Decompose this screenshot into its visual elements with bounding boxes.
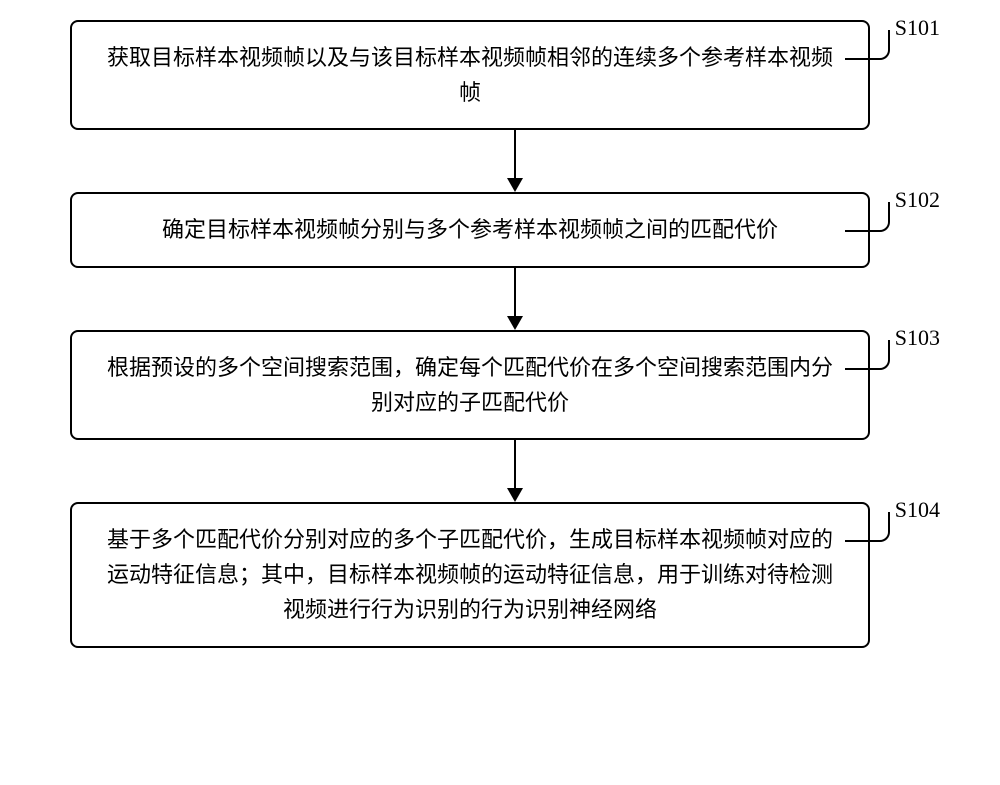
label-connector-1: S101 (845, 20, 940, 60)
arrow-head-3 (507, 488, 523, 502)
step-box-2: 确定目标样本视频帧分别与多个参考样本视频帧之间的匹配代价 (70, 192, 870, 267)
step-row-4: 基于多个匹配代价分别对应的多个子匹配代价，生成目标样本视频帧对应的运动特征信息；… (40, 502, 960, 648)
label-connector-4: S104 (845, 502, 940, 542)
arrow-2 (115, 268, 915, 330)
step-box-4: 基于多个匹配代价分别对应的多个子匹配代价，生成目标样本视频帧对应的运动特征信息；… (70, 502, 870, 648)
connector-curve-3 (845, 340, 890, 370)
step-row-1: 获取目标样本视频帧以及与该目标样本视频帧相邻的连续多个参考样本视频帧 S101 (40, 20, 960, 130)
step-text-3: 根据预设的多个空间搜索范围，确定每个匹配代价在多个空间搜索范围内分别对应的子匹配… (102, 350, 838, 420)
step-box-3: 根据预设的多个空间搜索范围，确定每个匹配代价在多个空间搜索范围内分别对应的子匹配… (70, 330, 870, 440)
arrow-head-1 (507, 178, 523, 192)
step-text-4: 基于多个匹配代价分别对应的多个子匹配代价，生成目标样本视频帧对应的运动特征信息；… (102, 522, 838, 628)
label-connector-2: S102 (845, 192, 940, 232)
arrow-3 (115, 440, 915, 502)
label-connector-3: S103 (845, 330, 940, 370)
step-row-3: 根据预设的多个空间搜索范围，确定每个匹配代价在多个空间搜索范围内分别对应的子匹配… (40, 330, 960, 440)
arrow-head-2 (507, 316, 523, 330)
arrow-line-2 (514, 268, 516, 316)
step-row-2: 确定目标样本视频帧分别与多个参考样本视频帧之间的匹配代价 S102 (40, 192, 960, 267)
arrow-line-3 (514, 440, 516, 488)
flowchart-container: 获取目标样本视频帧以及与该目标样本视频帧相邻的连续多个参考样本视频帧 S101 … (40, 20, 960, 648)
step-label-1: S101 (895, 15, 940, 41)
step-label-3: S103 (895, 325, 940, 351)
step-box-1: 获取目标样本视频帧以及与该目标样本视频帧相邻的连续多个参考样本视频帧 (70, 20, 870, 130)
step-label-4: S104 (895, 497, 940, 523)
connector-curve-1 (845, 30, 890, 60)
step-text-1: 获取目标样本视频帧以及与该目标样本视频帧相邻的连续多个参考样本视频帧 (102, 40, 838, 110)
arrow-line-1 (514, 130, 516, 178)
step-label-2: S102 (895, 187, 940, 213)
connector-curve-2 (845, 202, 890, 232)
step-text-2: 确定目标样本视频帧分别与多个参考样本视频帧之间的匹配代价 (162, 212, 778, 247)
connector-curve-4 (845, 512, 890, 542)
arrow-1 (115, 130, 915, 192)
